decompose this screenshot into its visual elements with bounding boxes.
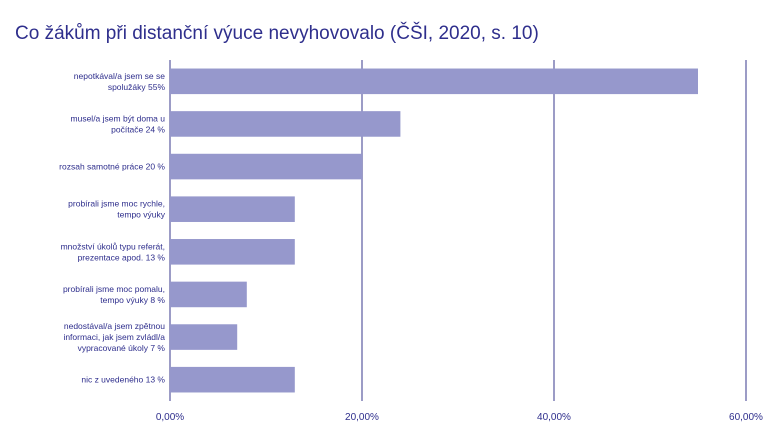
bar	[170, 239, 295, 265]
category-label: nepotkával/a jsem se se spolužáky 55%	[74, 71, 166, 92]
chart-title: Co žákům při distanční výuce nevyhovoval…	[15, 23, 539, 44]
bar	[170, 324, 238, 350]
bar	[170, 196, 295, 222]
x-tick-labels: 0,00% 20,00% 40,00% 60,00%	[156, 412, 763, 423]
x-tick-label: 40,00%	[537, 412, 571, 423]
bar	[170, 281, 247, 308]
x-tick-label: 20,00%	[345, 412, 379, 423]
category-label: probírali jsme moc rychle, tempo výuky	[68, 199, 166, 220]
category-label: probírali jsme moc pomalu, tempo výuky 8 …	[63, 284, 165, 305]
bar	[170, 111, 401, 137]
bar	[170, 366, 295, 393]
category-label: množství úkolů typu referát, prezentace a…	[61, 241, 166, 262]
bar	[170, 153, 362, 180]
category-label: nedostával/a jsem zpětnou informaci, jak …	[63, 321, 165, 353]
category-labels: nepotkával/a jsem se se spolužáky 55% muse…	[59, 71, 166, 385]
bars	[170, 68, 698, 393]
bar	[170, 68, 698, 95]
x-tick-label: 0,00%	[156, 412, 184, 423]
x-tick-label: 60,00%	[729, 412, 763, 423]
category-label: nic z uvedeného 13 %	[81, 375, 165, 385]
category-label: rozsah samotné práce 20 %	[59, 162, 165, 172]
category-label: musel/a jsem být doma u počítače 24 %	[71, 113, 166, 134]
